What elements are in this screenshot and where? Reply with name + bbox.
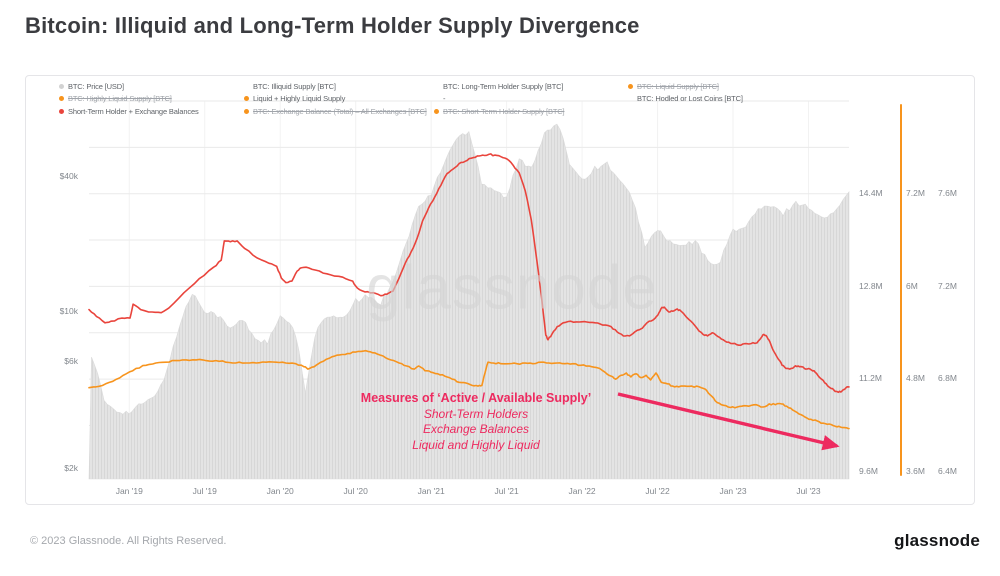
x-tick-label: Jul '19 — [192, 486, 217, 496]
legend-dot — [244, 96, 249, 102]
price-area-series — [88, 123, 850, 480]
price-tick-label: $2k — [64, 462, 78, 473]
legend-item[interactable]: Liquid + Highly Liquid Supply — [244, 93, 427, 106]
legend-item-label: Liquid + Highly Liquid Supply — [253, 94, 346, 104]
right-axis-tick-label: 9.6M — [859, 466, 878, 477]
legend-item-label: BTC: Exchange Balance (Total) – All Exch… — [253, 106, 427, 116]
right-axis-tick-label: 7.6M — [938, 188, 957, 198]
legend-dot — [59, 108, 64, 114]
x-tick-label: Jan '23 — [719, 486, 747, 496]
price-tick-label: $10k — [59, 306, 78, 316]
right-axis-tick-label: 6.4M — [938, 466, 957, 477]
legend-item-label: - — [443, 94, 446, 104]
price-supply-chart — [88, 100, 850, 480]
legend-item[interactable]: - — [434, 93, 564, 106]
plot-area: glassnode BTC: Price [USD] BTC: Highly Li… — [26, 76, 974, 504]
page-title: Bitcoin: Illiquid and Long-Term Holder S… — [25, 13, 640, 38]
legend-dot — [59, 96, 64, 102]
legend-item-label: BTC: Illiquid Supply [BTC] — [253, 81, 336, 91]
orange-axis-line — [900, 104, 902, 476]
legend-item-label: BTC: Price [USD] — [68, 81, 124, 91]
price-tick-label: $6k — [64, 355, 78, 366]
legend-dot — [628, 83, 633, 89]
legend-column: BTC: Price [USD] BTC: Highly Liquid Suppl… — [59, 80, 199, 118]
legend-dot — [59, 83, 64, 89]
chart-legend: BTC: Price [USD] BTC: Highly Liquid Suppl… — [26, 80, 974, 120]
legend-dot — [434, 108, 439, 114]
legend-column: BTC: Liquid Supply [BTC] BTC: Hodled or L… — [628, 80, 743, 105]
x-tick-label: Jul '22 — [645, 486, 670, 496]
legend-item-label: BTC: Short-Term Holder Supply [BTC] — [443, 106, 565, 116]
legend-item-label: BTC: Hodled or Lost Coins [BTC] — [637, 94, 743, 104]
line-series — [88, 153, 850, 430]
legend-item[interactable]: BTC: Illiquid Supply [BTC] — [244, 80, 427, 93]
footer: © 2023 Glassnode. All Rights Reserved. g… — [30, 531, 980, 551]
price-tick-label: $40k — [59, 171, 78, 182]
right-axis-tick-label: 3.6M — [906, 466, 925, 477]
legend-item[interactable]: Short-Term Holder + Exchange Balances — [59, 105, 199, 118]
right-axis-tick-label: 7.2M — [938, 280, 957, 291]
copyright-text: © 2023 Glassnode. All Rights Reserved. — [30, 535, 227, 547]
x-tick-label: Jan '21 — [417, 486, 445, 496]
x-tick-label: Jul '23 — [796, 486, 821, 496]
legend-column: BTC: Illiquid Supply [BTC] Liquid + Highl… — [244, 80, 427, 118]
legend-item[interactable]: BTC: Short-Term Holder Supply [BTC] — [434, 105, 565, 118]
legend-item-label: Short-Term Holder + Exchange Balances — [68, 106, 199, 116]
glassnode-logo: glassnode — [894, 531, 980, 550]
right-axis-tick-label: 6M — [906, 280, 918, 291]
right-axis-tick-label: 6.8M — [938, 373, 957, 384]
legend-item-label: BTC: Liquid Supply [BTC] — [637, 81, 719, 91]
legend-dot — [244, 108, 249, 114]
trend-arrow — [617, 392, 840, 451]
legend-item-label: BTC: Highly Liquid Supply [BTC] — [68, 94, 172, 104]
legend-item[interactable]: BTC: Liquid Supply [BTC] — [628, 80, 743, 93]
right-axis-tick-label: 12.8M — [859, 280, 883, 291]
legend-item[interactable]: BTC: Exchange Balance (Total) – All Exch… — [244, 105, 427, 118]
legend-item[interactable]: BTC: Highly Liquid Supply [BTC] — [59, 93, 199, 106]
x-tick-label: Jan '19 — [115, 486, 143, 496]
right-axis-tick-label: 7.2M — [906, 188, 925, 198]
legend-item[interactable]: BTC: Price [USD] — [59, 80, 199, 93]
right-axis-tick-label: 11.2M — [859, 373, 882, 384]
x-tick-label: Jan '20 — [266, 486, 294, 496]
chart-card: glassnode BTC: Price [USD] BTC: Highly Li… — [25, 75, 975, 505]
x-tick-label: Jan '22 — [568, 486, 596, 496]
x-tick-label: Jul '20 — [343, 486, 368, 496]
legend-column: BTC: Long-Term Holder Supply [BTC] - BTC: … — [434, 80, 565, 118]
right-axis-tick-label: 14.4M — [859, 188, 883, 198]
legend-item[interactable]: BTC: Long-Term Holder Supply [BTC] — [434, 80, 564, 93]
legend-item[interactable]: BTC: Hodled or Lost Coins [BTC] — [628, 93, 743, 106]
right-axis-tick-label: 4.8M — [906, 373, 925, 384]
x-tick-label: Jul '21 — [494, 486, 519, 496]
legend-item-label: BTC: Long-Term Holder Supply [BTC] — [443, 81, 564, 91]
